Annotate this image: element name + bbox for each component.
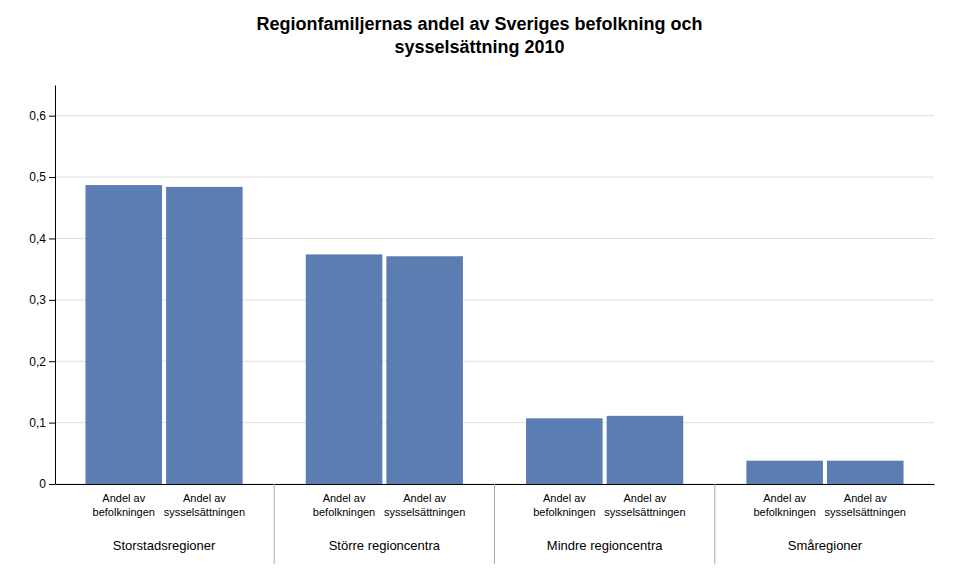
y-tick-label: 0,4	[29, 232, 46, 246]
bar	[85, 185, 162, 484]
group-label: Småregioner	[788, 538, 863, 553]
y-tick-label: 0,2	[29, 355, 46, 369]
grid	[55, 116, 934, 484]
group-separators	[274, 484, 715, 564]
group-labels: Storstadsregioner Större regioncentra Mind…	[113, 538, 863, 553]
bar-label: Andel avsysselsättningen	[164, 492, 245, 518]
group-separator	[494, 484, 495, 564]
bar-label: Andel avsysselsättningen	[384, 492, 465, 518]
y-tick: 0,3	[29, 293, 55, 307]
y-tick-label: 0	[39, 477, 46, 491]
y-tick-mark	[49, 116, 55, 117]
y-tick: 0,2	[29, 355, 55, 369]
bar-label: Andel avbefolkningen	[313, 492, 375, 518]
y-tick: 0,5	[29, 170, 55, 184]
y-tick-mark	[49, 423, 55, 424]
title: Regionfamiljernas andel av Sveriges befo…	[256, 14, 702, 57]
bar-labels: Andel avbefolkningen Andel avsysselsättni…	[93, 492, 906, 518]
y-tick-mark	[49, 484, 55, 485]
bars	[85, 185, 903, 484]
bar	[827, 461, 904, 484]
plot: 00,10,20,30,40,50,6Andel avbefolkningenA…	[29, 86, 934, 565]
bar	[607, 416, 684, 484]
y-tick-label: 0,3	[29, 293, 46, 307]
group-separator	[274, 484, 275, 564]
bar-label: Andel avbefolkningen	[753, 492, 815, 518]
bar	[746, 461, 823, 484]
grid-line	[55, 115, 934, 116]
y-axis-line	[55, 86, 56, 485]
y-axis: 0 0,1 0,2 0,3 0,4 0,5 0,6	[29, 86, 55, 492]
bar	[166, 187, 243, 484]
group-label: Större regioncentra	[329, 538, 441, 553]
grid-line	[55, 177, 934, 178]
group-label: Storstadsregioner	[113, 538, 216, 553]
y-tick: 0,4	[29, 232, 55, 246]
y-tick-mark	[49, 177, 55, 178]
y-tick-label: 0,5	[29, 170, 46, 184]
y-tick-label: 0,1	[29, 416, 46, 430]
bar-label: Andel avbefolkningen	[533, 492, 595, 518]
bar-label: Andel avbefolkningen	[93, 492, 155, 518]
y-tick: 0,1	[29, 416, 55, 430]
bar	[386, 256, 463, 484]
group-separator	[714, 484, 715, 564]
bar-label: Andel avsysselsättningen	[604, 492, 685, 518]
bar	[526, 418, 603, 484]
chart: Regionfamiljernas andel av Sveriges befo…	[0, 0, 959, 584]
y-tick-label: 0,6	[29, 109, 46, 123]
y-tick-mark	[49, 238, 55, 239]
y-tick-mark	[49, 361, 55, 362]
bar-label: Andel avsysselsättningen	[825, 492, 906, 518]
y-tick-mark	[49, 300, 55, 301]
group-label: Mindre regioncentra	[547, 538, 663, 553]
y-tick: 0,6	[29, 109, 55, 123]
y-tick: 0	[39, 477, 55, 491]
bar	[306, 254, 383, 484]
